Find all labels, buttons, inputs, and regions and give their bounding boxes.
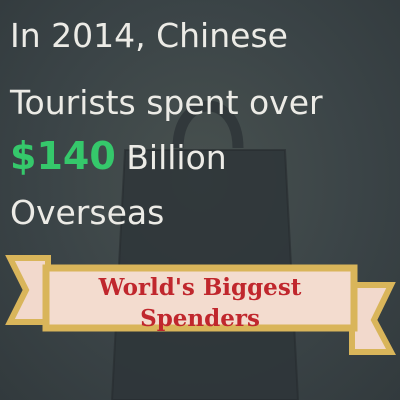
amount-unit: Billion (115, 138, 227, 177)
headline-line-2: Tourists spent over (10, 83, 323, 122)
ribbon-panel (42, 264, 358, 332)
ribbon-tail-left (5, 255, 51, 325)
banner-title-line-1: World's Biggest (98, 274, 302, 301)
banner-title-line-2: Spenders (140, 305, 260, 332)
headline-line-3: $140 Billion (10, 136, 227, 178)
spending-amount: $140 (10, 134, 116, 178)
headline-line-1: In 2014, Chinese (10, 16, 288, 55)
ribbon-tail-right (349, 282, 396, 355)
headline-line-4: Overseas (10, 193, 165, 232)
